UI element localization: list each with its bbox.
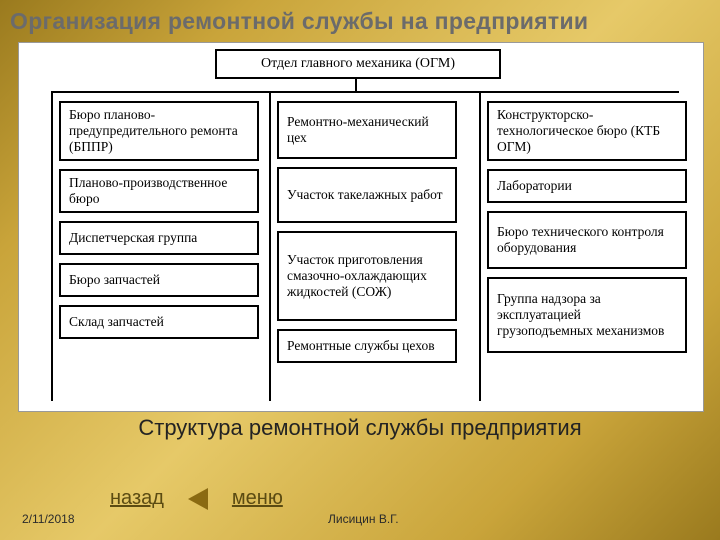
org-node: Бюро запчастей [59,263,259,297]
org-node: Бюро планово-предупредительного ремонта … [59,101,259,161]
node-label: Ремонтные службы цехов [287,338,435,354]
org-node: Диспетчерская группа [59,221,259,255]
nav-back-link[interactable]: назад [110,487,164,510]
connector-v-col1 [269,91,271,401]
connector-trunk [355,77,357,91]
page-title: Организация ремонтной службы на предприя… [10,8,710,35]
connector-v-col0 [51,91,53,401]
node-label: Участок такелажных работ [287,187,443,203]
org-node: Планово-производственное бюро [59,169,259,213]
nav-bar: назад меню [110,487,283,510]
node-label: Лаборатории [497,178,572,194]
node-label: Диспетчерская группа [69,230,197,246]
org-node: Лаборатории [487,169,687,203]
node-label: Конструкторско-технологическое бюро (КТБ… [497,107,679,155]
root-node-label: Отдел главного механика (ОГМ) [261,56,455,72]
root-node: Отдел главного механика (ОГМ) [215,49,501,79]
node-label: Бюро планово-предупредительного ремонта … [69,107,251,155]
footer-author: Лисицин В.Г. [328,512,399,526]
org-node: Участок такелажных работ [277,167,457,223]
node-label: Бюро технического контроля оборудования [497,224,679,256]
node-label: Планово-производственное бюро [69,175,251,207]
connector-hbar [51,91,679,93]
org-col-1: Ремонтно-механический цех Участок такела… [277,101,457,371]
node-label: Участок приготовления смазочно-охлаждающ… [287,252,449,300]
nav-menu-link[interactable]: меню [232,487,283,510]
org-chart-panel: Отдел главного механика (ОГМ) Бюро плано… [18,42,704,412]
node-label: Склад запчастей [69,314,164,330]
org-col-2: Конструкторско-технологическое бюро (КТБ… [487,101,687,361]
footer-date: 2/11/2018 [22,512,75,526]
org-node: Бюро технического контроля оборудования [487,211,687,269]
node-label: Ремонтно-механический цех [287,114,449,146]
org-node: Группа надзора за эксплуатацией грузопод… [487,277,687,353]
org-node: Участок приготовления смазочно-охлаждающ… [277,231,457,321]
node-label: Бюро запчастей [69,272,160,288]
org-node: Ремонтные службы цехов [277,329,457,363]
chart-caption: Структура ремонтной службы предприятия [0,415,720,441]
node-label: Группа надзора за эксплуатацией грузопод… [497,291,679,339]
slide: Организация ремонтной службы на предприя… [0,0,720,540]
connector-v-col2 [479,91,481,401]
org-node: Конструкторско-технологическое бюро (КТБ… [487,101,687,161]
org-node: Ремонтно-механический цех [277,101,457,159]
arrow-left-icon[interactable] [188,488,208,510]
org-node: Склад запчастей [59,305,259,339]
org-col-0: Бюро планово-предупредительного ремонта … [59,101,259,347]
